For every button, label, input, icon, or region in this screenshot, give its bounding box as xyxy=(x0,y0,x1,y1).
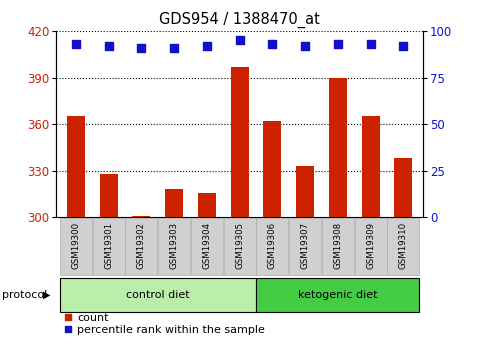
Point xyxy=(137,45,145,51)
Legend: count, percentile rank within the sample: count, percentile rank within the sample xyxy=(59,308,269,339)
Point xyxy=(333,41,341,47)
Text: GSM19309: GSM19309 xyxy=(366,222,374,269)
Text: GSM19304: GSM19304 xyxy=(202,222,211,269)
Text: GSM19300: GSM19300 xyxy=(71,222,80,269)
Bar xyxy=(296,166,313,217)
Bar xyxy=(361,117,379,217)
Bar xyxy=(263,121,281,217)
FancyBboxPatch shape xyxy=(60,278,255,312)
Text: ▶: ▶ xyxy=(43,290,50,300)
Bar xyxy=(132,216,150,217)
Text: GSM19308: GSM19308 xyxy=(333,222,342,269)
Bar xyxy=(393,158,411,217)
Text: GSM19301: GSM19301 xyxy=(104,222,113,269)
FancyBboxPatch shape xyxy=(288,218,321,275)
Bar xyxy=(165,189,183,217)
Text: GSM19305: GSM19305 xyxy=(235,222,244,269)
Point xyxy=(235,38,243,43)
FancyBboxPatch shape xyxy=(354,218,386,275)
Point xyxy=(170,45,178,51)
Text: protocol: protocol xyxy=(2,290,48,300)
Bar xyxy=(328,78,346,217)
Bar xyxy=(67,117,85,217)
FancyBboxPatch shape xyxy=(321,218,353,275)
Text: GSM19306: GSM19306 xyxy=(267,222,276,269)
Bar xyxy=(198,193,215,217)
FancyBboxPatch shape xyxy=(125,218,157,275)
FancyBboxPatch shape xyxy=(223,218,255,275)
Point xyxy=(203,43,210,49)
Point xyxy=(72,41,80,47)
Text: control diet: control diet xyxy=(126,290,189,300)
FancyBboxPatch shape xyxy=(60,218,92,275)
FancyBboxPatch shape xyxy=(256,278,419,312)
Text: GSM19302: GSM19302 xyxy=(137,222,145,269)
FancyBboxPatch shape xyxy=(92,218,124,275)
FancyBboxPatch shape xyxy=(158,218,190,275)
Point xyxy=(366,41,374,47)
Point xyxy=(301,43,308,49)
Bar xyxy=(230,67,248,217)
Title: GDS954 / 1388470_at: GDS954 / 1388470_at xyxy=(159,12,319,28)
FancyBboxPatch shape xyxy=(256,218,288,275)
Text: GSM19310: GSM19310 xyxy=(398,222,407,269)
Text: ketogenic diet: ketogenic diet xyxy=(298,290,377,300)
Point xyxy=(399,43,407,49)
FancyBboxPatch shape xyxy=(386,218,419,275)
Text: GSM19307: GSM19307 xyxy=(300,222,309,269)
FancyBboxPatch shape xyxy=(190,218,223,275)
Point xyxy=(268,41,276,47)
Text: GSM19303: GSM19303 xyxy=(169,222,178,269)
Bar xyxy=(100,174,118,217)
Point xyxy=(104,43,112,49)
